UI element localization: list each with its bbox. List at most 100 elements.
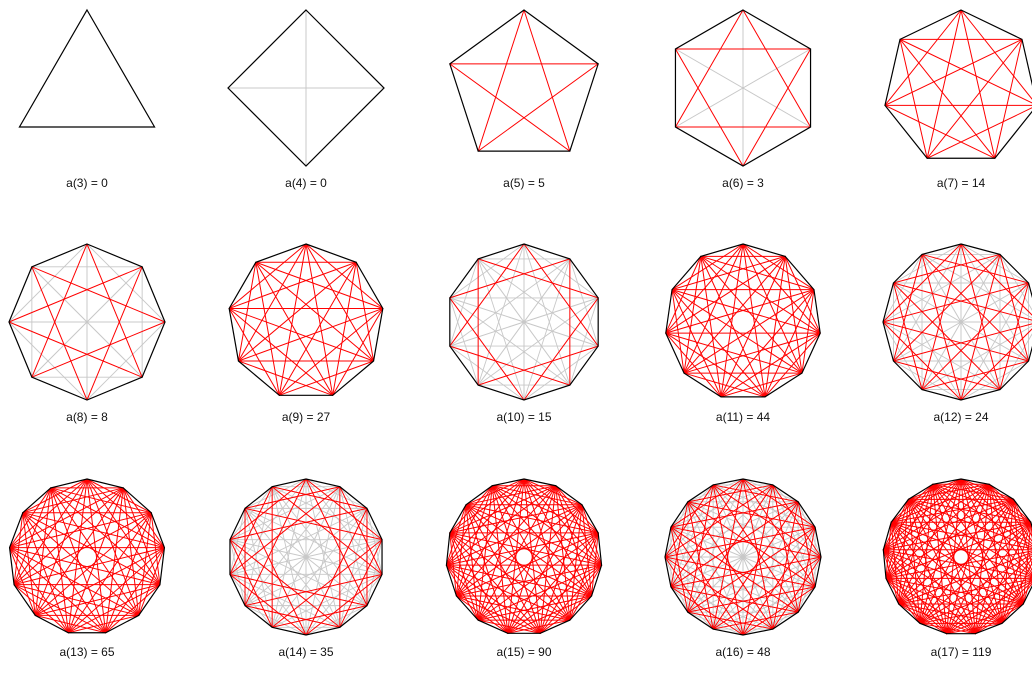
red-diagonal: [687, 484, 774, 613]
red-diagonal: [244, 605, 341, 628]
red-diagonal: [229, 539, 341, 628]
red-diagonal: [50, 487, 161, 586]
polygon-16-outline: [664, 478, 822, 636]
red-diagonal: [539, 595, 593, 634]
red-diagonal: [523, 478, 583, 506]
red-diagonal: [271, 486, 383, 575]
gray-diagonal: [960, 360, 1030, 401]
red-diagonal: [477, 478, 525, 621]
red-diagonal: [960, 253, 1001, 401]
red-diagonal: [974, 557, 1032, 635]
red-diagonal: [932, 483, 1003, 624]
polygon-11-drawing: [665, 243, 821, 398]
red-diagonal: [449, 504, 583, 534]
gray-diagonal: [229, 539, 368, 607]
red-diagonal: [449, 243, 525, 347]
gray-diagonal: [921, 253, 1032, 319]
gray-diagonal: [960, 282, 1030, 401]
red-diagonal: [700, 255, 722, 398]
red-diagonal: [491, 485, 583, 506]
red-diagonal: [477, 345, 599, 386]
red-diagonal: [882, 549, 1024, 605]
gray-diagonal: [229, 539, 307, 636]
polygon-14-outline: [229, 478, 383, 636]
red-diagonal: [882, 549, 900, 605]
gray-diagonal: [687, 501, 822, 558]
red-diagonal: [882, 549, 948, 635]
red-diagonal: [892, 253, 1001, 284]
red-diagonal: [465, 504, 599, 534]
red-diagonal: [898, 498, 909, 605]
red-diagonal: [122, 487, 140, 616]
gray-diagonal: [523, 243, 599, 299]
gray-diagonal: [921, 253, 1001, 391]
red-diagonal: [946, 580, 1032, 635]
red-diagonal: [445, 564, 509, 634]
red-diagonal: [892, 253, 923, 362]
red-diagonal: [355, 261, 375, 362]
red-diagonal: [797, 526, 816, 613]
gray-diagonal: [305, 478, 341, 628]
red-diagonal: [86, 478, 107, 634]
red-diagonal: [8, 321, 143, 378]
polygon-14-drawing: [229, 478, 383, 636]
red-diagonal: [9, 547, 69, 634]
red-diagonal: [960, 243, 1032, 316]
gray-diagonal: [674, 48, 812, 128]
gray-diagonal: [339, 486, 383, 541]
polygon-caption: a(10) = 15: [496, 410, 552, 424]
red-diagonal: [664, 484, 714, 558]
gray-diagonal: [244, 507, 341, 628]
polygon-caption: a(8) = 8: [66, 410, 108, 424]
red-diagonal: [926, 9, 962, 159]
red-diagonal: [1013, 498, 1032, 567]
red-diagonal: [449, 532, 479, 621]
red-diagonal: [305, 573, 383, 636]
red-diagonal: [932, 483, 1032, 576]
red-diagonal: [50, 487, 69, 634]
gray-diagonal: [339, 573, 383, 628]
red-diagonal: [1001, 562, 1032, 624]
red-diagonal: [671, 289, 766, 398]
red-diagonal: [34, 487, 52, 616]
red-diagonal: [305, 243, 375, 362]
red-diagonal: [465, 504, 479, 621]
red-diagonal: [712, 484, 822, 558]
gray-diagonal: [229, 486, 341, 541]
red-diagonal: [892, 282, 923, 391]
red-diagonal: [67, 478, 88, 634]
red-diagonal: [445, 564, 593, 597]
red-diagonal: [67, 584, 161, 634]
gray-diagonal: [31, 266, 143, 378]
gray-diagonal: [670, 484, 714, 588]
red-diagonal: [919, 603, 1024, 624]
polygon-8-outline: [8, 243, 166, 401]
red-diagonal: [960, 478, 1032, 523]
red-diagonal: [22, 487, 124, 514]
polygon-6-outline: [674, 9, 812, 167]
red-diagonal: [34, 487, 124, 616]
red-diagonal: [244, 507, 307, 636]
red-diagonal: [455, 595, 509, 634]
red-diagonal: [919, 622, 976, 635]
polygon-diagonal-grid: a(3) = 0 a(4) = 0 a(5) = 5 a(6) = 3 a(7) = 1…: [8, 8, 1032, 659]
polygon-6-drawing: [674, 9, 812, 167]
red-diagonal: [742, 478, 774, 630]
red-diagonal: [899, 38, 928, 159]
red-diagonal: [687, 501, 816, 588]
gray-diagonal: [449, 243, 525, 299]
red-diagonal: [455, 485, 493, 597]
red-diagonal: [539, 532, 599, 634]
red-diagonal: [898, 603, 976, 635]
red-diagonal: [801, 289, 815, 374]
red-diagonal: [687, 484, 714, 613]
red-diagonal: [670, 526, 799, 613]
red-diagonal: [477, 63, 599, 152]
red-diagonal: [882, 321, 1030, 362]
polygon-3-outline: [18, 8, 156, 128]
gray-diagonal: [449, 297, 571, 386]
gray-diagonal: [271, 478, 307, 628]
red-diagonal: [921, 360, 1030, 391]
red-diagonal: [339, 486, 383, 575]
red-diagonal: [988, 483, 1032, 572]
